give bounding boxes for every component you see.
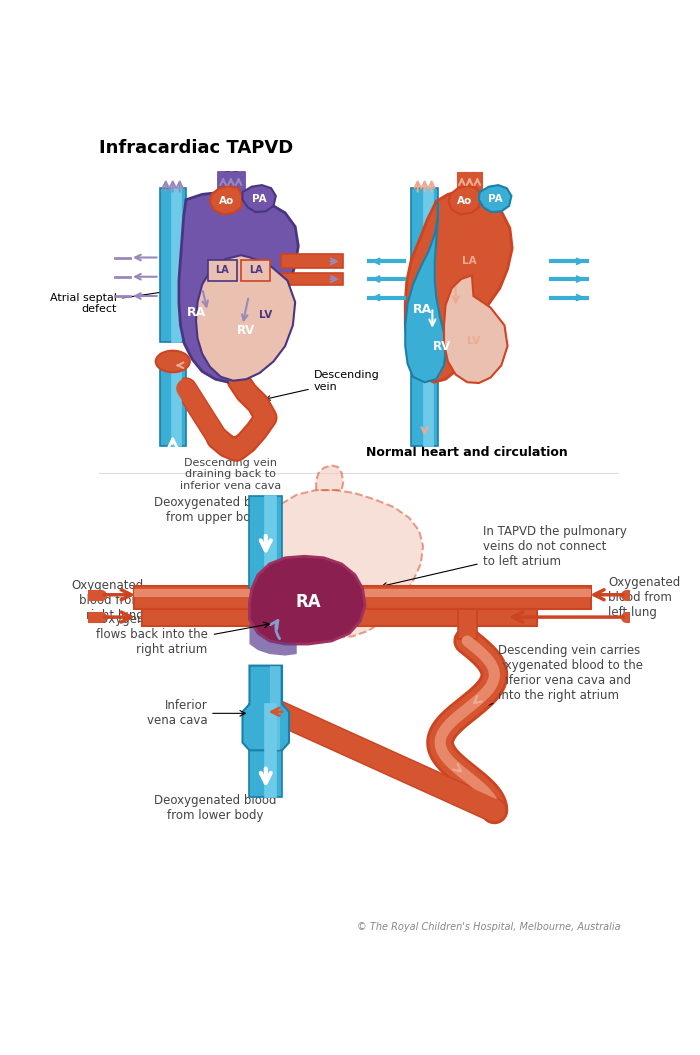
Bar [249,496,282,589]
Bar [141,610,537,626]
Polygon shape [405,191,512,382]
Text: PA: PA [252,194,267,204]
Polygon shape [179,192,298,382]
Text: Oxygenated
blood from
left lung: Oxygenated blood from left lung [608,576,680,619]
Bar [172,188,181,342]
Polygon shape [479,185,512,212]
Text: RV: RV [433,340,452,352]
Text: Inferior
vena cava: Inferior vena cava [147,699,208,727]
Text: Atrial septal
defect: Atrial septal defect [50,287,184,314]
Bar [265,496,277,589]
Text: Oxygenated blood
flows back into the
right atrium: Oxygenated blood flows back into the rig… [96,613,208,656]
Text: LA: LA [462,256,477,266]
Bar [424,365,433,446]
Text: Oxygenated
blood from
right lung: Oxygenated blood from right lung [71,578,144,621]
Polygon shape [196,255,295,381]
Polygon shape [316,465,343,490]
Text: Infracardiac TAPVD: Infracardiac TAPVD [99,139,293,157]
Text: LA: LA [215,265,228,274]
Text: LV: LV [259,310,272,321]
Bar [134,590,592,597]
Text: LA: LA [250,265,263,274]
Text: Ao: Ao [219,196,234,207]
Polygon shape [249,624,297,655]
Text: LV: LV [467,335,480,346]
Polygon shape [405,203,446,382]
Polygon shape [270,666,280,750]
Bar [424,188,433,330]
Bar [134,587,592,609]
Polygon shape [242,666,289,750]
Ellipse shape [155,350,190,372]
Bar [265,704,277,797]
Text: © The Royal Children's Hospital, Melbourne, Australia: © The Royal Children's Hospital, Melbour… [357,922,621,933]
Text: In TAPVD the pulmonary
veins do not connect
to left atrium: In TAPVD the pulmonary veins do not conn… [382,524,626,588]
Bar [160,188,186,342]
Bar [412,365,438,446]
Text: Descending vein
draining back to
inferior vena cava: Descending vein draining back to inferio… [181,458,281,491]
Text: RA: RA [413,304,432,316]
Polygon shape [210,186,242,214]
Polygon shape [444,275,508,383]
Bar [241,260,270,282]
Text: Normal heart and circulation: Normal heart and circulation [366,446,568,459]
Bar [281,254,343,268]
Text: RA: RA [295,594,321,612]
Bar [208,260,237,282]
Polygon shape [271,490,423,638]
Bar [160,358,186,446]
Text: Descending vein carries
oxygenated blood to the
inferior vena cava and
into the : Descending vein carries oxygenated blood… [460,645,643,716]
Polygon shape [249,556,365,644]
Text: PA: PA [488,194,503,204]
Bar [458,609,477,639]
Bar [172,358,181,446]
Text: RA: RA [186,306,206,320]
Bar [249,704,282,797]
Text: Descending
vein: Descending vein [266,370,379,400]
Polygon shape [242,185,276,212]
Text: Deoxygenated blood
from upper body: Deoxygenated blood from upper body [154,496,276,524]
Text: Ao: Ao [457,195,473,206]
Bar [412,188,438,330]
Text: RV: RV [237,324,256,338]
Text: Deoxygenated blood
from lower body: Deoxygenated blood from lower body [154,794,276,822]
Bar [281,273,343,285]
Polygon shape [449,186,481,214]
